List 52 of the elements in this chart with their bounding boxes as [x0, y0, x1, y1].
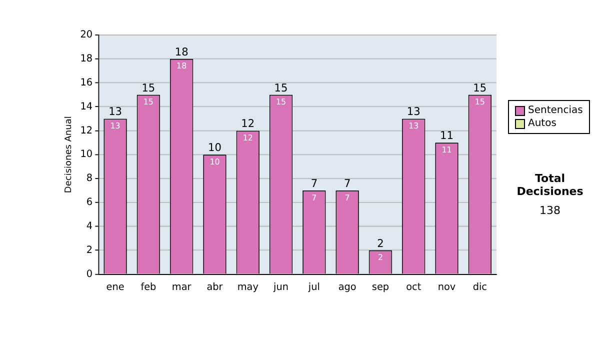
y-tick-label: 12 [80, 125, 93, 136]
y-tick-label: 8 [86, 173, 93, 184]
total-label: 18 [174, 45, 188, 58]
data-label: 18 [176, 62, 187, 71]
total-label: 2 [377, 236, 384, 250]
x-tick-label: sep [372, 282, 390, 293]
data-label: 15 [143, 97, 154, 107]
x-tick-label: mar [172, 282, 192, 293]
total-label: 12 [241, 117, 255, 130]
x-tick-label: abr [206, 282, 224, 293]
text: 138 [538, 204, 562, 217]
x-tick-label: feb [140, 282, 156, 293]
data-label: 10 [210, 157, 220, 166]
y-tick-label: 4 [86, 220, 93, 232]
x-tick-label: nov [438, 282, 456, 293]
data-label: 7 [312, 193, 317, 202]
legend-label: Sentencias [528, 104, 583, 117]
total-label: 7 [310, 176, 318, 190]
x-tick-label: jul [307, 282, 320, 293]
data-label: 13 [408, 121, 419, 131]
x-tick-label: ago [338, 282, 356, 293]
text: Total Decisiones [516, 172, 584, 198]
data-label: 13 [110, 121, 120, 131]
y-tick-label: 2 [86, 244, 93, 256]
y-tick-label: 0 [86, 268, 93, 280]
data-label: 2 [378, 252, 383, 262]
y-tick-label: 16 [80, 77, 93, 88]
y-tick-label: 14 [80, 101, 93, 112]
total-label: 13 [108, 105, 122, 118]
x-tick-label: oct [406, 282, 422, 293]
data-label: 11 [442, 145, 452, 154]
total-label: 15 [473, 81, 487, 94]
y-axis-title: Decisiones Anual [64, 116, 74, 194]
x-tick-label: may [237, 282, 259, 293]
data-label: 15 [276, 97, 286, 107]
total-label: 7 [344, 176, 351, 190]
total-label: 10 [208, 141, 222, 154]
total-label: 13 [406, 105, 420, 118]
total-label: 15 [142, 81, 156, 94]
x-tick-label: dic [472, 282, 487, 293]
total-label: 15 [274, 81, 288, 94]
x-tick-label: ene [106, 282, 124, 293]
total-label: 11 [440, 129, 454, 142]
data-label: 7 [344, 193, 350, 202]
y-tick-label: 10 [80, 149, 93, 160]
legend-label: Autos [528, 117, 556, 130]
data-label: 12 [242, 133, 253, 142]
data-label: 15 [474, 97, 485, 107]
y-tick-label: 18 [80, 53, 93, 65]
y-tick-label: 20 [80, 29, 93, 41]
x-tick-label: jun [272, 282, 288, 293]
y-tick-label: 6 [86, 196, 93, 208]
